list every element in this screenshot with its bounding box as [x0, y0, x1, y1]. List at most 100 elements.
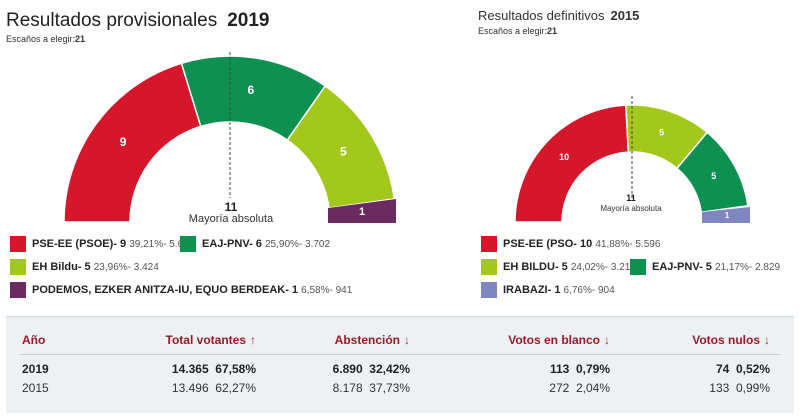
cell-abst-percent: 37,73%	[369, 381, 410, 395]
header-abstencion[interactable]: Abstención ↓	[335, 333, 410, 347]
legend-swatch	[481, 236, 497, 252]
right-seats-info: Escaños a elegir:21	[478, 26, 557, 36]
left-seat-segment	[286, 84, 396, 209]
left-legend-item: EH Bildu- 5 23,96%- 3.424	[10, 259, 159, 275]
row-total: 13.496 62,27%	[172, 381, 256, 395]
cell-null-number: 133	[709, 381, 730, 395]
left-seats-info: Escaños a elegir:21	[6, 34, 85, 44]
left-seat-label: 9	[120, 135, 127, 149]
cell-abst-number: 6.890	[332, 362, 363, 376]
results-table: Año Total votantes ↑ Abstención ↓ Votos en…	[6, 316, 794, 413]
right-seats-value: 21	[547, 26, 558, 36]
row-blank: 272 2,04%	[549, 381, 610, 395]
cell-total-number: 14.365	[171, 362, 209, 376]
legend-name: PSE-EE (PSOE)- 9	[32, 238, 127, 250]
legend-name: IRABAZI- 1	[503, 284, 561, 296]
left-seat-segment	[180, 55, 327, 142]
right-seat-segment	[625, 104, 709, 170]
legend-swatch	[10, 236, 26, 252]
arrow-down-icon: ↓	[764, 333, 770, 347]
left-legend-item: EAJ-PNV- 6 25,90%- 3.702	[180, 236, 330, 252]
right-seat-segment	[675, 131, 749, 214]
left-seat-segment	[328, 199, 396, 223]
legend-swatch	[630, 259, 646, 275]
header-votos-nulos[interactable]: Votos nulos ↓	[692, 333, 770, 347]
left-legend-item: PSE-EE (PSOE)- 9 39,21%- 5.604	[10, 236, 194, 252]
right-title-text: Resultados definitivos	[478, 8, 605, 23]
header-abst-label: Abstención	[334, 333, 400, 347]
legend-detail: 6,58%- 941	[301, 284, 353, 296]
legend-swatch	[10, 282, 26, 298]
header-votos-blanco[interactable]: Votos en blanco ↓	[508, 333, 610, 347]
right-seat-label: 10	[559, 152, 569, 162]
table-divider	[20, 354, 780, 355]
cell-abst-number: 8.178	[332, 381, 363, 395]
cell-blank-percent: 0,79%	[575, 362, 610, 376]
legend-name: EH BILDU- 5	[503, 261, 568, 273]
left-seat-segment	[63, 62, 202, 223]
cell-blank-percent: 2,04%	[575, 381, 610, 395]
legend-name: EH Bildu- 5	[32, 261, 91, 273]
right-majority-label: Mayoría absoluta	[600, 204, 662, 213]
cell-total-percent: 67,58%	[215, 362, 256, 376]
left-title-text: Resultados provisionales	[6, 10, 218, 31]
cell-null-number: 74	[715, 362, 730, 376]
right-majority-number: 11	[626, 193, 636, 203]
left-legend-item: PODEMOS, EZKER ANITZA-IU, EQUO BERDEAK- …	[10, 282, 352, 298]
legend-detail: 25,90%- 3.702	[264, 238, 331, 250]
left-majority-label: Mayoría absoluta	[188, 213, 274, 225]
left-seat-label: 1	[359, 206, 365, 218]
legend-swatch	[180, 236, 196, 252]
right-seat-label: 1	[725, 211, 730, 220]
cell-blank-number: 272	[549, 381, 570, 395]
cell-null-percent: 0,52%	[735, 362, 770, 376]
header-null-label: Votos nulos	[692, 333, 760, 347]
header-total-label: Total votantes	[165, 333, 246, 347]
row-abst: 6.890 32,42%	[333, 362, 410, 376]
right-seats-label: Escaños a elegir:	[478, 26, 548, 36]
legend-detail: 41,88%- 5.596	[595, 238, 661, 250]
left-seats-label: Escaños a elegir:	[6, 34, 76, 44]
cell-total-percent: 62,27%	[215, 381, 256, 395]
cell-blank-number: 113	[549, 362, 570, 376]
legend-detail: 21,17%- 2.829	[714, 261, 781, 273]
row-year: 2015	[22, 381, 49, 395]
header-year: Año	[22, 333, 46, 347]
legend-detail: 6,76%- 904	[563, 284, 615, 296]
legend-swatch	[481, 259, 497, 275]
right-title-year: 2015	[610, 8, 640, 23]
legend-name: EAJ-PNV- 5	[652, 261, 712, 273]
legend-name: PODEMOS, EZKER ANITZA-IU, EQUO BERDEAK- …	[32, 284, 299, 296]
legend-detail: 23,96%- 3.424	[93, 261, 159, 273]
left-seat-label: 5	[340, 145, 347, 159]
legend-swatch	[481, 282, 497, 298]
row-year: 2019	[22, 362, 49, 376]
arrow-down-icon: ↓	[604, 333, 610, 347]
row-total: 14.365 67,58%	[172, 362, 256, 376]
row-blank: 113 0,79%	[550, 362, 610, 376]
legend-name: PSE-EE (PSO- 10	[503, 238, 593, 250]
row-null: 133 0,99%	[709, 381, 770, 395]
header-total-votantes[interactable]: Total votantes ↑	[166, 333, 256, 347]
cell-abst-percent: 32,42%	[369, 362, 410, 376]
row-abst: 8.178 37,73%	[333, 381, 410, 395]
arrow-up-icon: ↑	[250, 333, 256, 347]
right-legend-item: EH BILDU- 5 24,02%- 3.210	[481, 259, 636, 275]
left-seats-value: 21	[75, 34, 86, 44]
right-legend-item: EAJ-PNV- 5 21,17%- 2.829	[630, 259, 780, 275]
right-seat-segment	[702, 207, 750, 223]
legend-detail: 39,21%- 5.604	[129, 238, 195, 250]
arrow-down-icon: ↓	[404, 333, 410, 347]
cell-null-percent: 0,99%	[735, 381, 770, 395]
right-seat-label: 5	[711, 171, 716, 181]
legend-name: EAJ-PNV- 6	[202, 238, 262, 250]
right-legend-item: PSE-EE (PSO- 10 41,88%- 5.596	[481, 236, 660, 252]
legend-detail: 24,02%- 3.210	[570, 261, 636, 273]
header-blank-label: Votos en blanco	[508, 333, 600, 347]
left-title-year: 2019	[227, 10, 270, 31]
row-null: 74 0,52%	[716, 362, 770, 376]
left-seat-label: 6	[247, 83, 254, 97]
cell-total-number: 13.496	[171, 381, 209, 395]
left-title: Resultados provisionales 2019	[6, 10, 270, 32]
right-legend-item: IRABAZI- 1 6,76%- 904	[481, 282, 615, 298]
